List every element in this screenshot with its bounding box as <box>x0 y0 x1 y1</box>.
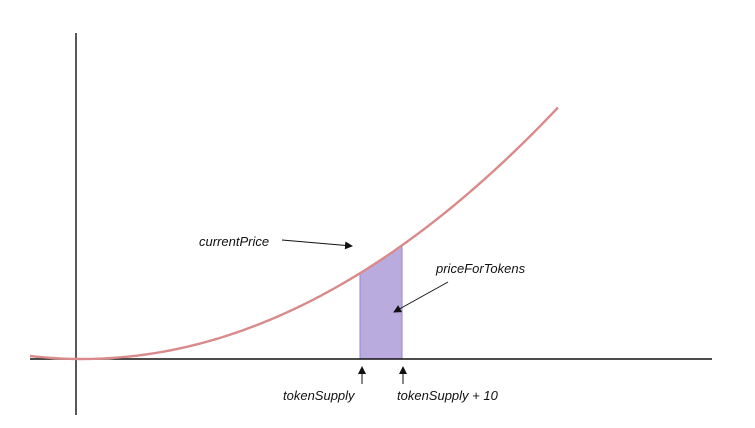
token-supply-label: tokenSupply <box>283 388 356 403</box>
price-for-tokens-arrow <box>393 281 449 313</box>
token-supply-plus-label: tokenSupply + 10 <box>397 388 499 403</box>
current-price-arrow <box>281 239 353 250</box>
current-price-label: currentPrice <box>199 234 269 249</box>
price-for-tokens-area <box>359 244 403 360</box>
price-curve <box>29 106 559 361</box>
price-for-tokens-label: priceForTokens <box>435 261 526 276</box>
